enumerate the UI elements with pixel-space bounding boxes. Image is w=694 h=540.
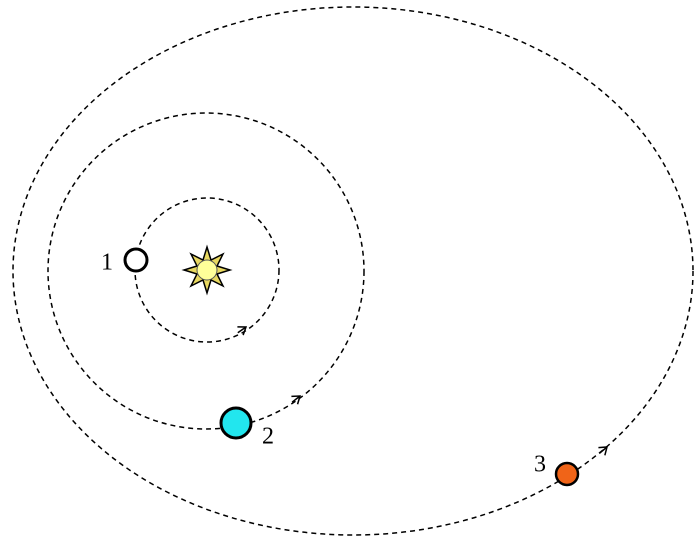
planet-2	[219, 406, 253, 440]
planet-label: 2	[262, 424, 274, 450]
arrow	[291, 395, 302, 405]
planet-label: 1	[101, 250, 113, 276]
planet-label: 3	[534, 452, 546, 478]
outer-orbit	[12, 6, 694, 536]
arrow	[598, 446, 608, 456]
middle-orbit	[47, 112, 365, 430]
planet-3	[554, 461, 580, 487]
sun	[181, 244, 233, 296]
arrow	[237, 326, 248, 336]
planet-1	[123, 247, 149, 273]
